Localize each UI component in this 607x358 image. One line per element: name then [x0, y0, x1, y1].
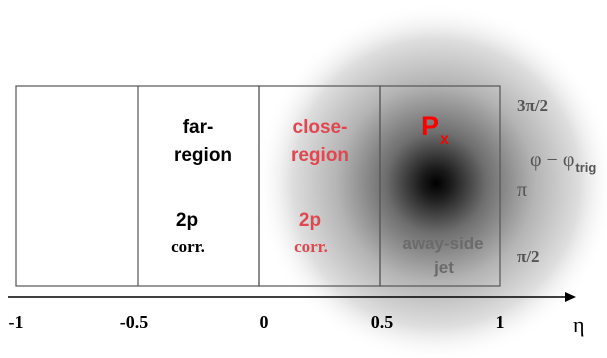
phi-tick-pi-2: π/2 [517, 247, 540, 266]
trigger-label-sub: x [440, 131, 449, 148]
far-region-corr-1: 2p [175, 210, 199, 231]
away-side-jet-glow [256, 3, 607, 358]
close-region-corr-1: 2p [298, 210, 322, 231]
far-region-corr-2: corr. [171, 237, 205, 256]
eta-tick-half: 0.5 [370, 312, 394, 332]
far-region-title-1: far- [182, 117, 214, 138]
eta-tick-minus-half: -0.5 [119, 312, 149, 332]
phi-tick-3pi-2: 3π/2 [517, 96, 549, 115]
eta-tick-zero: 0 [259, 312, 269, 332]
eta-axis-arrowhead [565, 292, 576, 302]
away-side-label-1: away-side [402, 234, 484, 253]
phi-axis-title-sub: trig [575, 160, 597, 175]
away-side-label-2: jet [434, 258, 454, 277]
far-region-title-2: region [173, 145, 233, 166]
phi-tick-pi: π [517, 179, 528, 201]
away-side-box [379, 85, 501, 287]
trigger-label: Px [421, 111, 449, 148]
close-region-corr-2: corr. [294, 237, 328, 256]
close-region-title-2: region [290, 145, 350, 166]
trigger-label-p: P [421, 111, 440, 141]
eta-axis-label: η [573, 312, 585, 337]
phi-axis-title-main: φ − φ [530, 149, 575, 171]
eta-tick-one: 1 [495, 312, 505, 332]
close-region-title-1: close- [292, 117, 348, 138]
phi-axis-title: φ − φtrig [530, 149, 596, 174]
eta-tick-minus-1: -1 [8, 312, 24, 332]
